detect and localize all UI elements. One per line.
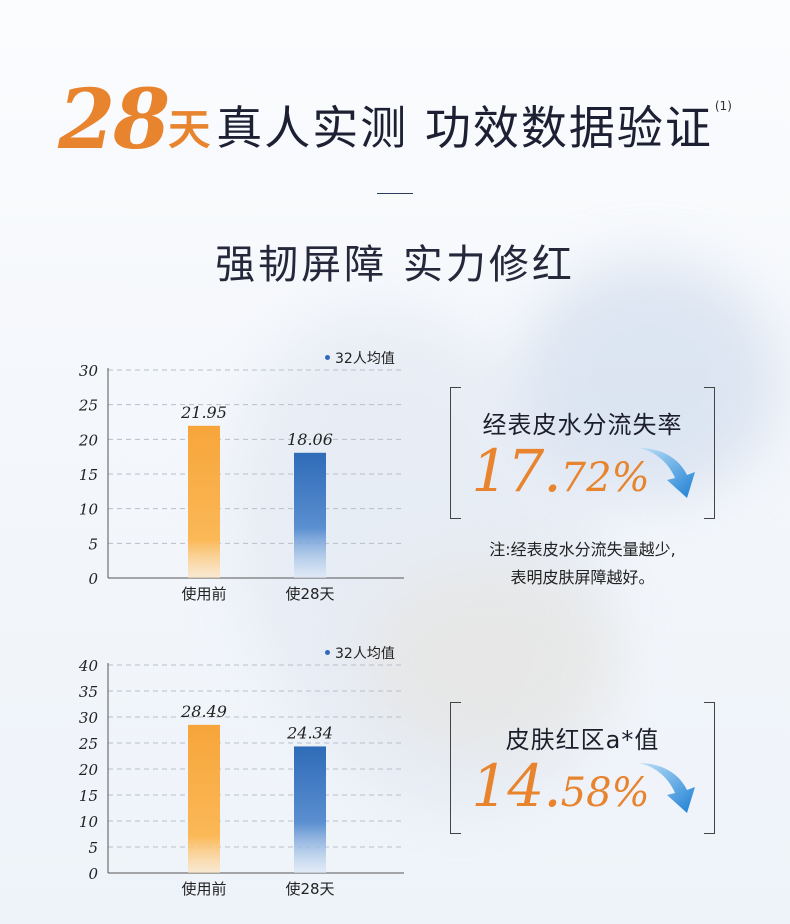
bar-value-label: 18.06 [287, 430, 333, 449]
footnote-line: 表明皮肤屏障越好。 [510, 568, 655, 587]
card-frame [450, 702, 715, 834]
footnote: 注:经表皮水分流失量越少, 表明皮肤屏障越好。 [450, 536, 715, 592]
chart-legend: 32人均值 [325, 348, 395, 368]
x-tick-label: 使用前 [181, 880, 226, 898]
legend-label: 32人均值 [335, 646, 395, 662]
metric-card-redness: 皮肤红区a*值 14.58% [450, 702, 715, 834]
bar [294, 452, 326, 578]
bar-value-label: 24.34 [286, 723, 333, 742]
card-label: 经表皮水分流失率 [482, 411, 683, 439]
down-arrow-icon [639, 448, 695, 498]
y-tick-label: 0 [88, 570, 98, 588]
subtitle: 强韧屏障 实力修红 [215, 242, 575, 288]
bar [294, 746, 326, 873]
card-value-dec: 72% [560, 455, 650, 501]
background-shape [360, 560, 620, 760]
y-tick-label: 15 [79, 787, 98, 805]
card-value: 14.58% [428, 752, 693, 820]
y-tick-label: 0 [88, 865, 98, 883]
metric-card-tewl: 经表皮水分流失率 17.72% [450, 387, 715, 519]
chart-svg: 0 5 10 15 20 25 30 21.95 使用前 18.06 使28天 [78, 362, 404, 603]
card-value-dec: 58% [560, 770, 650, 816]
card-value: 17.72% [428, 437, 693, 505]
headline: 28天 真人实测 功效数据验证 (1) [0, 72, 790, 168]
title-divider [377, 193, 413, 194]
bar [188, 425, 220, 578]
x-tick-label: 使28天 [285, 585, 334, 603]
headline-days-number: 28 [58, 72, 170, 168]
y-tick-label: 20 [78, 431, 99, 449]
y-tick-label: 10 [79, 501, 99, 519]
headline-days-unit: 天 [168, 105, 211, 154]
x-tick-label: 使用前 [181, 585, 226, 603]
y-tick-label: 20 [78, 761, 99, 779]
legend-label: 32人均值 [335, 351, 395, 367]
card-label: 皮肤红区a*值 [505, 726, 660, 754]
footnote-line: 注:经表皮水分流失量越少, [489, 540, 676, 559]
bar [188, 724, 220, 873]
chart-svg: 0 5 10 15 20 25 30 35 40 28.49 使用前 24.34 使28天 [78, 657, 404, 898]
y-tick-label: 25 [78, 397, 98, 415]
chart-legend: 32人均值 [325, 643, 395, 663]
bar-value-label: 28.49 [180, 702, 227, 721]
bar-chart-redness: 32人均值 0 5 10 15 20 25 30 35 40 28.49 使用前 24.34 使28天 [0, 640, 430, 900]
down-arrow-icon [639, 763, 695, 813]
x-tick-label: 使28天 [285, 880, 334, 898]
y-tick-label: 15 [79, 466, 98, 484]
bar-chart-tewl: 32人均值 0 5 10 15 20 25 30 21.95 使用前 18.06 使28天 [0, 345, 430, 605]
card-frame [450, 387, 715, 519]
card-value-int: 14. [471, 752, 561, 820]
y-tick-label: 10 [79, 813, 99, 831]
y-tick-label: 30 [79, 709, 99, 727]
y-tick-label: 5 [88, 535, 98, 553]
y-tick-label: 25 [78, 735, 98, 753]
legend-dot [325, 355, 330, 360]
background-shape [520, 260, 780, 500]
headline-text: 真人实测 功效数据验证 [216, 101, 713, 155]
y-tick-label: 35 [79, 683, 98, 701]
y-tick-label: 40 [78, 657, 99, 675]
y-tick-label: 5 [88, 839, 98, 857]
footnote-mark: (1) [714, 99, 732, 113]
y-tick-label: 30 [79, 362, 99, 380]
bar-value-label: 21.95 [180, 403, 227, 422]
card-value-int: 17. [471, 437, 561, 505]
legend-dot [325, 650, 330, 655]
